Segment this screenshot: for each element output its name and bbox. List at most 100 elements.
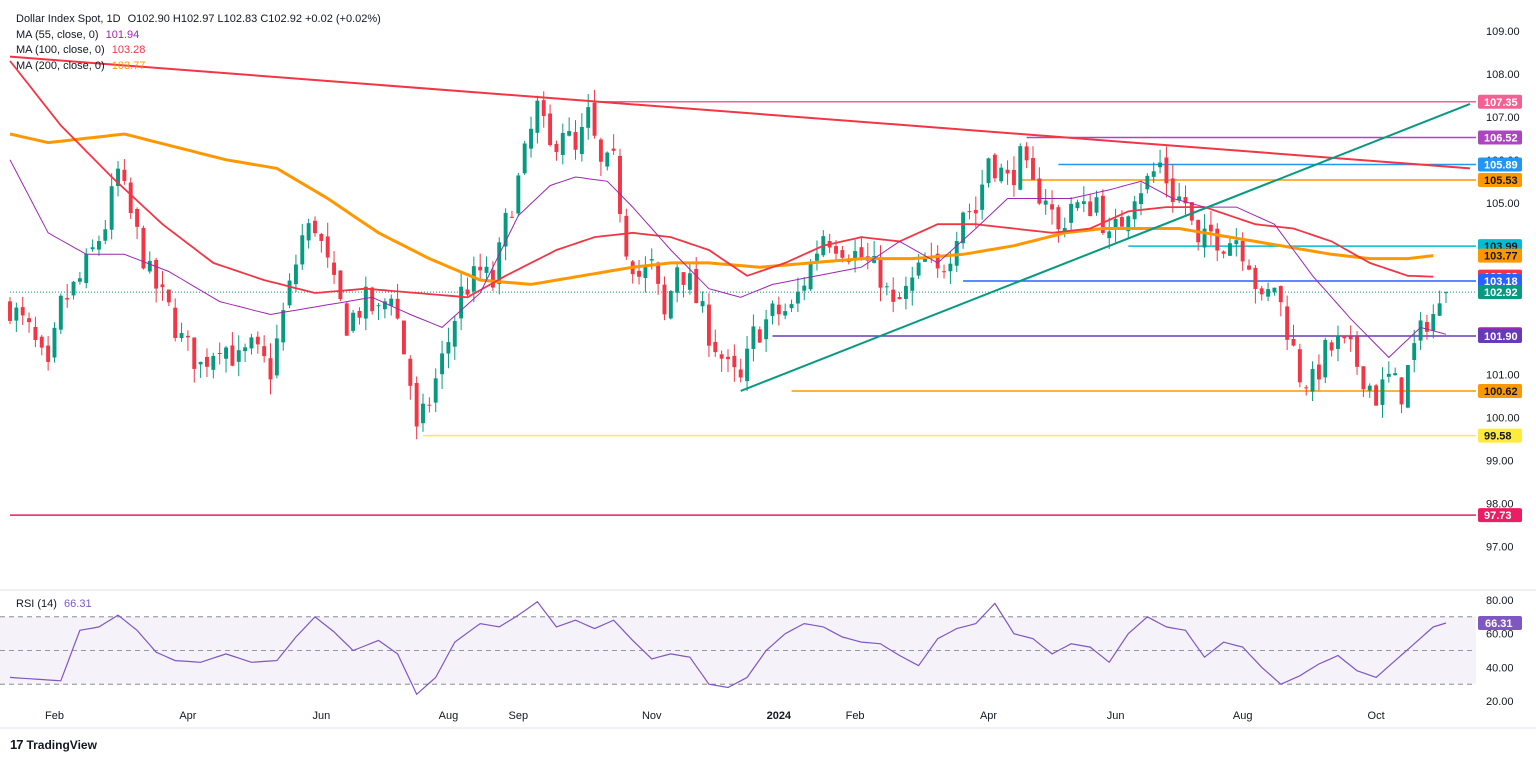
candle-body — [8, 301, 12, 321]
candle-body — [147, 260, 152, 272]
candle-body — [853, 251, 858, 261]
candle-body — [1285, 306, 1290, 340]
candle-body — [173, 307, 178, 338]
candle-body — [465, 289, 470, 295]
candle-body — [1355, 336, 1360, 367]
candle-body — [20, 307, 25, 316]
candle-body — [344, 303, 349, 336]
time-axis[interactable]: Feb Apr Jun Aug Sep Nov 2024 Feb Apr Jun Aug Oct — [45, 710, 1385, 722]
candle-body — [637, 270, 642, 277]
rsi-legend[interactable]: RSI (14) 66.31 — [16, 598, 92, 610]
candle-body — [128, 182, 133, 214]
rsi-band-layer — [0, 589, 1536, 729]
price-tag-bg — [1478, 248, 1522, 263]
brand-name: TradingView — [26, 737, 97, 752]
rsi-series — [9, 600, 1447, 696]
price-tag: 105.89 — [1478, 157, 1522, 172]
price-tag-label: 105.89 — [1484, 160, 1518, 172]
candle-body — [1221, 251, 1226, 254]
candle-body — [1088, 201, 1093, 217]
candle-body — [1005, 169, 1010, 174]
price-tag: 103.18 — [1478, 273, 1522, 288]
price-tag-label: 107.35 — [1484, 97, 1518, 109]
price-tag: 102.92 — [1478, 285, 1522, 300]
candle-body — [1119, 217, 1124, 227]
candle-body — [961, 212, 966, 244]
candle-body — [1336, 335, 1340, 349]
candle-body — [211, 355, 216, 370]
candle-body — [592, 102, 597, 136]
candle-body — [706, 304, 711, 346]
candle-body — [611, 148, 616, 151]
candle-body — [1399, 377, 1404, 405]
legend-ma55[interactable]: MA (55, close, 0) 101.94 — [16, 28, 381, 44]
candle-body — [713, 341, 718, 353]
candle-body — [1031, 158, 1035, 180]
candle-body — [122, 169, 127, 181]
candle-body — [1151, 171, 1156, 177]
candle-body — [185, 335, 190, 338]
legend-ma100[interactable]: MA (100, close, 0) 103.28 — [16, 43, 381, 59]
candle-body — [84, 253, 89, 284]
candle-body — [840, 250, 845, 258]
candle-body — [1062, 228, 1067, 231]
price-tag: 99.58 — [1478, 428, 1522, 443]
candle-body — [293, 264, 298, 285]
price-tag-label: 105.53 — [1484, 175, 1518, 187]
candle-body — [1094, 197, 1099, 213]
candle-body — [382, 301, 387, 310]
candle-body — [726, 356, 730, 360]
candle-body — [1228, 243, 1232, 256]
candle-body — [1386, 373, 1391, 377]
candle-body — [1310, 369, 1315, 392]
candle-body — [77, 278, 82, 282]
candle-body — [1247, 265, 1251, 270]
candle-body — [649, 259, 654, 261]
candle-body — [687, 273, 692, 290]
symbol-title[interactable]: Dollar Index Spot, 1D — [16, 13, 121, 25]
candle-body — [274, 338, 279, 376]
candle-body — [668, 291, 673, 319]
legend-ma200[interactable]: MA (200, close, 0) 103.77 — [16, 59, 381, 75]
candle-body — [1208, 224, 1213, 232]
candle-body — [224, 347, 228, 359]
candle-body — [808, 262, 813, 290]
candle-body — [795, 291, 800, 304]
price-tag-label: 100.62 — [1484, 386, 1518, 398]
time-tick-label: Jun — [1107, 710, 1125, 722]
ma100-value: 103.28 — [111, 44, 146, 56]
candle-body — [205, 356, 209, 367]
candle-body — [217, 352, 222, 354]
candle-body — [1100, 195, 1105, 233]
price-axis[interactable]: 109.00108.00107.00106.00105.00104.00103.… — [1486, 26, 1520, 708]
candle-body — [1278, 286, 1283, 303]
candle-body — [103, 229, 108, 241]
candle-body — [1367, 385, 1372, 391]
candle-body — [1437, 303, 1442, 316]
candle-body — [1418, 320, 1423, 341]
tradingview-brand[interactable]: 17 TradingView — [10, 737, 97, 752]
candle-body — [586, 107, 591, 128]
price-tags: 107.35106.52105.89105.53103.99103.77103.… — [1478, 94, 1522, 631]
candle-body — [414, 383, 419, 427]
candle-body — [65, 297, 70, 300]
candle-body — [681, 272, 686, 285]
price-tick-label: 98.00 — [1486, 499, 1514, 511]
candle-body — [757, 329, 762, 343]
candle-body — [560, 132, 565, 155]
candle-body — [694, 268, 699, 304]
time-tick-label: Apr — [980, 710, 997, 722]
candle-body — [910, 277, 915, 291]
rsi-tick-label: 20.00 — [1486, 696, 1514, 708]
candle-body — [1107, 231, 1112, 239]
price-tag-label: 101.90 — [1484, 331, 1518, 343]
time-tick-label: 2024 — [767, 710, 792, 722]
candle-body — [503, 212, 508, 247]
candle-body — [1304, 387, 1309, 389]
candle-body — [1139, 193, 1143, 205]
candle-body — [363, 286, 368, 319]
time-tick-label: Oct — [1368, 710, 1385, 722]
candle-body — [198, 361, 203, 365]
price-tag-bg — [1478, 328, 1522, 343]
